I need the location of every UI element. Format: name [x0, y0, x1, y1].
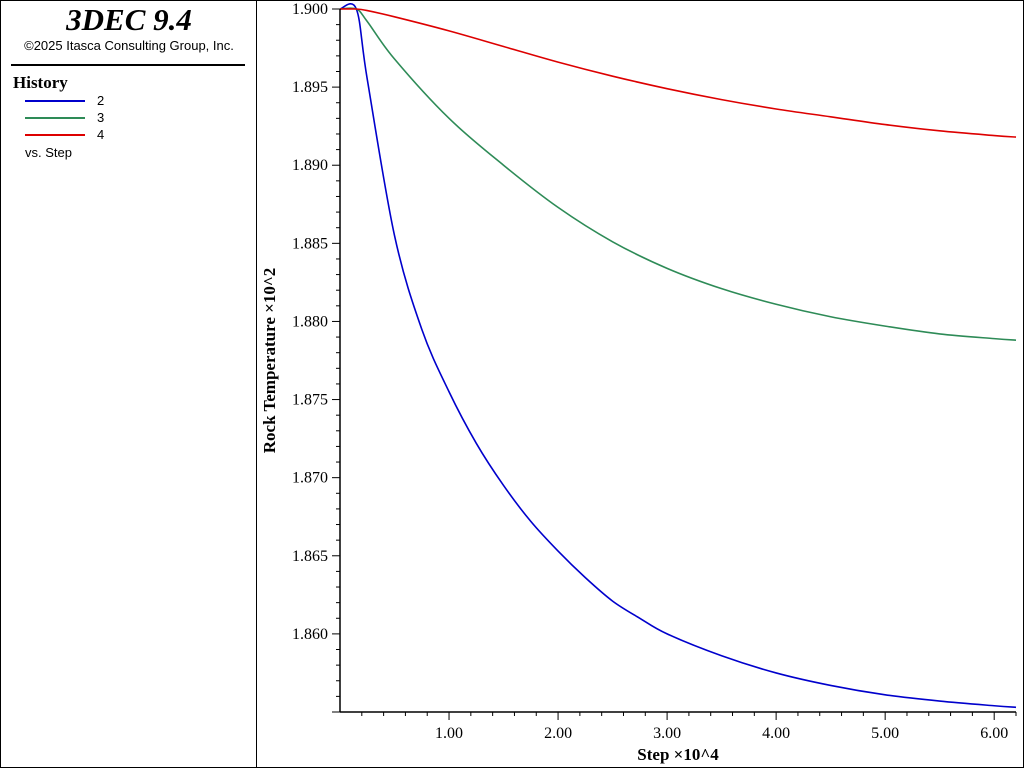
legend-swatch-2: [25, 100, 85, 102]
legend-swatch-4: [25, 134, 85, 136]
y-tick-label: 1.890: [292, 157, 328, 174]
title-divider: [11, 64, 245, 66]
history-plot: 1.860 1.865 1.870 1.875 1.880 1.885 1.890 1.895…: [260, 1, 1017, 764]
series-lines: [339, 3, 1017, 709]
y-tick-label: 1.865: [292, 548, 328, 565]
x-tick-label: 1.00: [435, 725, 463, 742]
x-tick-label: 6.00: [980, 725, 1008, 742]
tick-labels: 1.860 1.865 1.870 1.875 1.880 1.885 1.890 1.895…: [292, 1, 1008, 742]
copyright-notice: ©2025 Itasca Consulting Group, Inc.: [24, 38, 234, 53]
legend-panel: 3DEC 9.4 ©2025 Itasca Consulting Group, …: [1, 1, 257, 767]
app-title: 3DEC 9.4: [66, 2, 192, 37]
legend-vs-label: vs. Step: [25, 145, 72, 160]
y-tick-label: 1.875: [292, 392, 328, 409]
x-tick-label: 3.00: [653, 725, 681, 742]
y-tick-label: 1.880: [292, 313, 328, 330]
series-line-3: [339, 7, 1017, 341]
y-tick-label: 1.900: [292, 1, 328, 18]
legend-label-4: 4: [97, 127, 105, 142]
legend-swatch-3: [25, 117, 85, 119]
series-line-4: [339, 8, 1017, 138]
y-tick-label: 1.860: [292, 626, 328, 643]
legend-heading: History: [13, 73, 68, 92]
legend-label-3: 3: [97, 110, 105, 125]
x-tick-label: 2.00: [544, 725, 572, 742]
x-axis-title: Step ×10^4: [637, 745, 719, 764]
x-tick-label: 5.00: [871, 725, 899, 742]
series-line-2: [339, 3, 1017, 709]
tick-marks: [332, 8, 1017, 720]
x-tick-label: 4.00: [762, 725, 790, 742]
y-tick-label: 1.870: [292, 470, 328, 487]
legend-label-2: 2: [97, 93, 105, 108]
y-tick-label: 1.885: [292, 235, 328, 252]
y-axis-title: Rock Temperature ×10^2: [260, 268, 279, 453]
y-tick-label: 1.895: [292, 79, 328, 96]
